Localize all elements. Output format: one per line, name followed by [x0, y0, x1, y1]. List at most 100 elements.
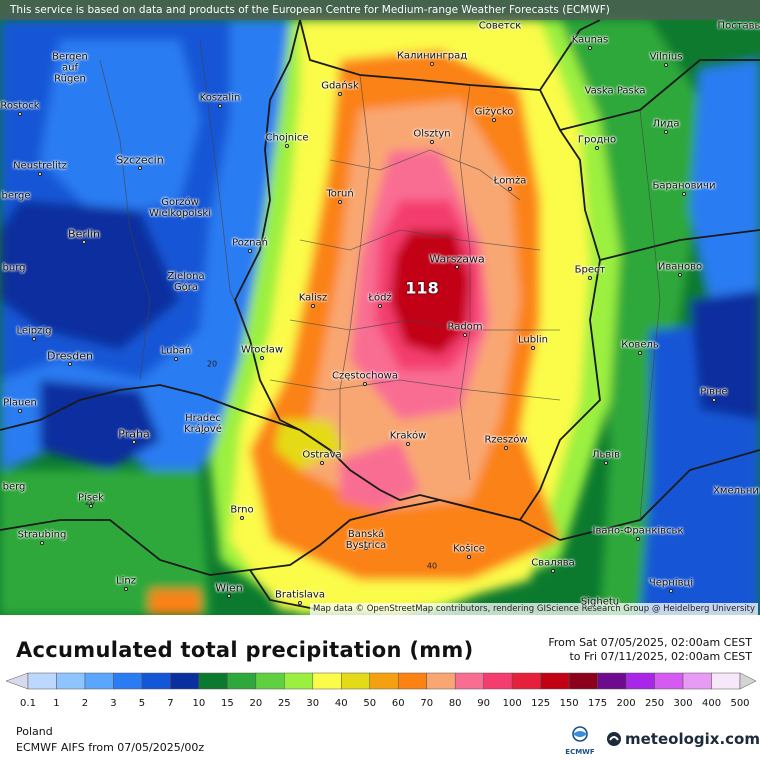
precipitation-map[interactable]: This service is based on data and produc…: [0, 0, 760, 615]
city-dot: [551, 569, 555, 573]
contour-label: 20: [206, 359, 218, 369]
color-scale-tick: 0.1: [20, 698, 36, 709]
city-label: Plauen: [3, 397, 37, 409]
color-scale-tick: 30: [306, 698, 320, 709]
ecmwf-logo[interactable]: ECMWF: [560, 726, 600, 756]
color-scale-cell: [682, 672, 712, 690]
city-label: Советск: [478, 20, 522, 32]
city-label: Łomża: [493, 175, 527, 187]
color-scale-cell: [511, 672, 541, 690]
city-label: Košice: [453, 543, 485, 555]
color-scale-cell: [227, 672, 257, 690]
city-label: Чернівці: [648, 577, 694, 589]
city-label: Vaska Paska: [584, 85, 646, 97]
color-scale-tick: 200: [616, 698, 636, 709]
color-scale-cell: [84, 672, 114, 690]
city-label: Rostock: [0, 100, 40, 112]
color-scale-cell: [5, 672, 29, 690]
city-label: Leipzig: [16, 325, 52, 337]
city-label: Písek: [78, 492, 104, 504]
color-scale-tick: 70: [420, 698, 434, 709]
period-to: to Fri 07/11/2025, 02:00am CEST: [569, 650, 752, 663]
color-scale-tick: 10: [192, 698, 206, 709]
city-dot: [595, 146, 599, 150]
color-scale-cell: [141, 672, 171, 690]
color-scale-tick: 60: [391, 698, 405, 709]
city-label: Lubań: [160, 345, 192, 357]
city-dot: [338, 92, 342, 96]
city-dot: [455, 265, 459, 269]
city-label: Łódź: [368, 292, 392, 304]
city-dot: [285, 144, 289, 148]
city-dot: [638, 351, 642, 355]
period-from: From Sat 07/05/2025, 02:00am CEST: [548, 636, 752, 649]
city-label: Івано-Франківськ: [592, 525, 684, 537]
color-scale-cell: [341, 672, 371, 690]
city-dot: [32, 337, 36, 341]
city-dot: [138, 166, 142, 170]
color-scale-cell: [56, 672, 86, 690]
precipitation-fields: [0, 20, 760, 615]
city-label: Львів: [592, 449, 620, 461]
region-label: Poland: [16, 725, 53, 738]
city-label: Warszawa: [429, 252, 485, 266]
color-scale-cell: [170, 672, 200, 690]
color-scale-tick: 300: [673, 698, 693, 709]
map-canvas: [0, 0, 760, 615]
color-scale-cell: [312, 672, 342, 690]
color-scale-tick: 1: [53, 698, 60, 709]
city-dot: [218, 104, 222, 108]
color-scale-tick: 400: [701, 698, 722, 709]
city-label: Hradec Králové: [184, 413, 222, 435]
color-scale-cell: [597, 672, 627, 690]
color-scale-tick: 90: [477, 698, 491, 709]
color-scale-cell: [113, 672, 143, 690]
city-dot: [604, 461, 608, 465]
color-scale-tick: 7: [167, 698, 174, 709]
city-dot: [678, 273, 682, 277]
color-scale-tick: 20: [249, 698, 263, 709]
city-label: Radom: [447, 321, 483, 333]
city-label: Neustrelitz: [13, 160, 67, 172]
city-label: berg: [2, 481, 26, 493]
meteologix-brand[interactable]: meteologix.com: [606, 730, 760, 748]
color-scale-cell: [711, 672, 741, 690]
color-scale-cell: [568, 672, 598, 690]
city-label: Gdańsk: [321, 80, 359, 92]
city-dot: [636, 537, 640, 541]
forecast-period: From Sat 07/05/2025, 02:00am CEST to Fri…: [548, 636, 752, 664]
city-dot: [260, 356, 264, 360]
city-label: Rzeszów: [484, 434, 528, 446]
city-label: Калининград: [396, 50, 468, 62]
map-credits[interactable]: Map data © OpenStreetMap contributors, r…: [310, 603, 758, 615]
city-label: Хмельни: [713, 485, 759, 497]
city-dot: [18, 112, 22, 116]
city-dot: [664, 63, 668, 67]
max-precipitation-label: 118: [405, 278, 439, 298]
city-dot: [320, 461, 324, 465]
city-dot: [298, 601, 302, 605]
city-dot: [430, 62, 434, 66]
city-dot: [467, 555, 471, 559]
meteologix-brand-text: meteologix.com: [625, 730, 760, 748]
city-label: Berlin: [68, 227, 100, 241]
city-label: Гродно: [577, 134, 617, 146]
city-label: Dresden: [47, 349, 93, 363]
color-scale-tick: 3: [110, 698, 117, 709]
city-dot: [406, 442, 410, 446]
city-dot: [240, 516, 244, 520]
city-dot: [227, 594, 231, 598]
color-scale-ticks: 0.1 1 2 3 5 7 10 15 20 25 30 40 50 60 70 80 90 100 125 150 1…: [0, 698, 760, 712]
city-label: Wrocław: [240, 344, 284, 356]
ecmwf-disclaimer-banner: This service is based on data and produc…: [0, 0, 760, 20]
ecmwf-logo-text: ECMWF: [565, 748, 595, 756]
city-label: Zielona Góra: [167, 271, 205, 293]
city-label: Kalisz: [298, 292, 328, 304]
city-label: burg: [2, 262, 26, 274]
city-label: Kraków: [389, 430, 427, 442]
color-scale-cell: [198, 672, 228, 690]
color-scale-tick: 150: [559, 698, 579, 709]
city-dot: [89, 504, 93, 508]
city-dot: [378, 304, 382, 308]
city-label: Барановичи: [652, 180, 716, 192]
